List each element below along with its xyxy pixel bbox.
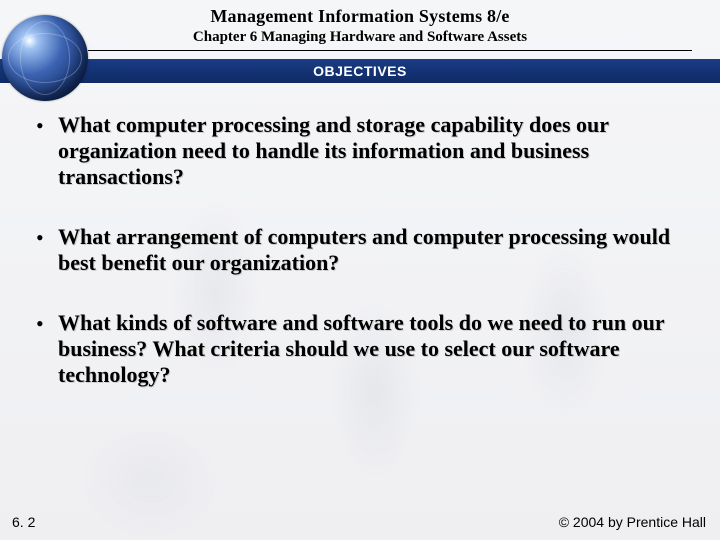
section-banner: OBJECTIVES bbox=[0, 59, 720, 83]
bullet-text: What computer processing and storage cap… bbox=[58, 112, 680, 190]
book-title: Management Information Systems 8/e bbox=[0, 6, 720, 27]
list-item: • What computer processing and storage c… bbox=[30, 112, 680, 190]
bullet-list: • What computer processing and storage c… bbox=[30, 112, 680, 422]
bullet-marker: • bbox=[30, 112, 58, 190]
bullet-marker: • bbox=[30, 310, 58, 388]
banner-wrap: OBJECTIVES bbox=[0, 53, 720, 89]
globe-icon bbox=[2, 15, 88, 101]
header-divider bbox=[88, 50, 692, 51]
header: Management Information Systems 8/e Chapt… bbox=[0, 0, 720, 51]
list-item: • What arrangement of computers and comp… bbox=[30, 224, 680, 276]
copyright: © 2004 by Prentice Hall bbox=[559, 514, 706, 530]
chapter-subtitle: Chapter 6 Managing Hardware and Software… bbox=[0, 29, 720, 46]
slide-number: 6. 2 bbox=[12, 514, 35, 530]
list-item: • What kinds of software and software to… bbox=[30, 310, 680, 388]
watermark-figure bbox=[80, 420, 220, 540]
bullet-text: What arrangement of computers and comput… bbox=[58, 224, 680, 276]
bullet-text: What kinds of software and software tool… bbox=[58, 310, 680, 388]
bullet-marker: • bbox=[30, 224, 58, 276]
slide: Management Information Systems 8/e Chapt… bbox=[0, 0, 720, 540]
